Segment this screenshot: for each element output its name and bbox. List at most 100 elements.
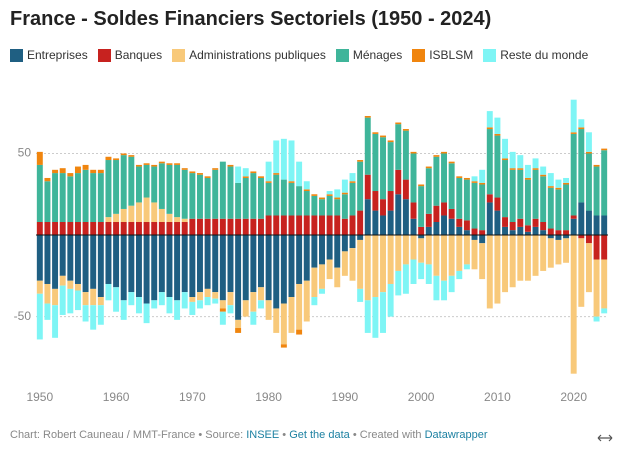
bar-segment bbox=[82, 164, 89, 170]
bar-segment bbox=[44, 235, 51, 284]
bar-segment bbox=[128, 155, 135, 157]
bar-segment bbox=[196, 218, 203, 236]
legend-swatch bbox=[172, 48, 186, 62]
x-tick-label: 1990 bbox=[332, 390, 359, 404]
bar-segment bbox=[288, 235, 295, 298]
bar-segment bbox=[265, 235, 272, 301]
bar-segment bbox=[303, 189, 310, 192]
bar-segment bbox=[326, 194, 333, 196]
bar-segment bbox=[59, 168, 66, 174]
bar-segment bbox=[59, 235, 66, 276]
bar-segment bbox=[135, 297, 142, 314]
bar-segment bbox=[258, 235, 264, 288]
bar-segment bbox=[471, 235, 478, 240]
legend-label: ISBLSM bbox=[429, 48, 474, 62]
bar-segment bbox=[74, 283, 81, 291]
bar-segment bbox=[296, 161, 303, 187]
bar-segment bbox=[242, 168, 249, 177]
bar-segment bbox=[410, 202, 417, 219]
bar-segment bbox=[364, 117, 371, 175]
bar-segment bbox=[456, 176, 463, 178]
credit: Chart: Robert Cauneau / MMT-France bbox=[10, 429, 196, 441]
legend-swatch bbox=[335, 48, 349, 62]
bar-segment bbox=[418, 186, 425, 227]
bar-segment bbox=[288, 181, 295, 183]
bar-segment bbox=[524, 231, 531, 236]
bar-segment bbox=[174, 235, 181, 301]
legend-label: Administrations publiques bbox=[189, 48, 326, 62]
bar-segment bbox=[456, 226, 463, 236]
bar-segment bbox=[36, 151, 43, 165]
bar-segment bbox=[158, 292, 165, 306]
bar-segment bbox=[593, 235, 600, 260]
bar-segment bbox=[486, 129, 493, 195]
bar-segment bbox=[502, 226, 509, 236]
bar-segment bbox=[364, 199, 371, 236]
bar-segment bbox=[509, 235, 516, 288]
bar-segment bbox=[204, 288, 211, 298]
bar-segment bbox=[52, 169, 59, 174]
separator: • bbox=[198, 429, 203, 441]
bar-segment bbox=[563, 235, 570, 239]
bar-segment bbox=[570, 132, 577, 134]
bar-segment bbox=[258, 287, 264, 301]
legend-item: Banques bbox=[97, 48, 162, 62]
bar-segment bbox=[242, 218, 249, 236]
bar-segment bbox=[441, 202, 448, 216]
x-tick-label: 1950 bbox=[26, 390, 53, 404]
bar-segment bbox=[143, 303, 150, 324]
bar-segment bbox=[387, 210, 394, 236]
bar-segment bbox=[67, 173, 74, 177]
bar-segment bbox=[334, 199, 341, 216]
bar-segment bbox=[479, 243, 486, 280]
bar-segment bbox=[463, 177, 470, 180]
resize-icon[interactable] bbox=[597, 434, 613, 442]
bar-segment bbox=[319, 288, 325, 294]
bar-segment bbox=[547, 238, 554, 268]
bar-segment bbox=[105, 156, 112, 161]
bar-segment bbox=[52, 235, 59, 289]
bar-segment bbox=[36, 164, 43, 223]
bar-segment bbox=[174, 300, 181, 320]
bar-segment bbox=[128, 222, 135, 236]
bar-segment bbox=[395, 235, 402, 271]
bar-segment bbox=[219, 311, 226, 325]
bar-segment bbox=[74, 166, 81, 174]
bar-segment bbox=[227, 305, 234, 314]
bar-segment bbox=[509, 169, 516, 223]
bar-segment bbox=[357, 210, 364, 236]
bar-segment bbox=[380, 137, 386, 200]
bar-segment bbox=[410, 259, 417, 284]
bar-segment bbox=[585, 151, 592, 154]
bar-segment bbox=[532, 168, 539, 170]
source-link[interactable]: INSEE bbox=[246, 429, 280, 441]
bar-segment bbox=[357, 288, 364, 302]
bar-segment bbox=[433, 222, 440, 236]
bar-segment bbox=[74, 290, 81, 311]
bar-segment bbox=[250, 171, 257, 174]
bar-segment bbox=[524, 179, 531, 226]
bar-segment bbox=[36, 222, 43, 236]
bar-segment bbox=[540, 176, 547, 223]
data-link[interactable]: Get the data bbox=[289, 429, 350, 441]
separator: • bbox=[282, 429, 287, 441]
bar-segment bbox=[196, 235, 203, 293]
bar-segment bbox=[204, 235, 211, 289]
bar-segment bbox=[82, 235, 89, 293]
bar-segment bbox=[448, 218, 455, 236]
legend-label: Entreprises bbox=[27, 48, 88, 62]
bar-segment bbox=[204, 176, 211, 178]
bar-segment bbox=[524, 177, 531, 180]
bar-segment bbox=[189, 173, 196, 219]
bar-segment bbox=[242, 235, 249, 301]
bar-segment bbox=[44, 181, 51, 223]
bar-segment bbox=[547, 173, 554, 187]
bar-segment bbox=[288, 182, 295, 216]
bar-segment bbox=[349, 248, 356, 281]
tool-link[interactable]: Datawrapper bbox=[424, 429, 488, 441]
bar-segment bbox=[502, 158, 509, 161]
bar-segment bbox=[341, 235, 348, 252]
bar-segment bbox=[341, 179, 348, 193]
separator: • bbox=[352, 429, 357, 441]
bar-segment bbox=[593, 215, 600, 236]
